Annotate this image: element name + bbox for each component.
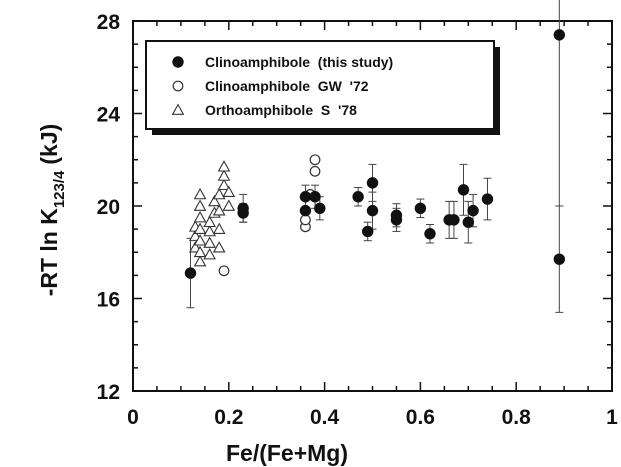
legend-marker bbox=[172, 80, 184, 92]
legend-marker bbox=[171, 103, 185, 115]
data-point bbox=[193, 199, 207, 211]
data-point bbox=[212, 204, 226, 216]
data-point bbox=[299, 191, 312, 203]
data-point bbox=[366, 204, 379, 217]
data-point bbox=[203, 215, 216, 228]
data-point bbox=[362, 225, 374, 238]
data-point bbox=[212, 187, 226, 200]
x-tick-label: 0.6 bbox=[406, 406, 435, 429]
x-tick-label: 0.4 bbox=[310, 406, 340, 429]
data-point bbox=[462, 216, 474, 228]
y-tick-label: 12 bbox=[97, 381, 120, 404]
x-tick-label: 0.8 bbox=[502, 406, 532, 429]
data-point bbox=[193, 234, 207, 246]
data-point bbox=[309, 165, 321, 177]
data-point bbox=[218, 265, 230, 277]
data-point bbox=[222, 185, 236, 197]
y-axis-title-subscript: 123/4 bbox=[51, 170, 68, 208]
legend: Clinoamphibole (this study) Clinoamphibol… bbox=[145, 40, 500, 135]
data-points-layer bbox=[184, 29, 566, 279]
data-point bbox=[193, 254, 207, 267]
data-point bbox=[222, 199, 236, 211]
data-point bbox=[414, 202, 427, 215]
data-point bbox=[184, 267, 197, 279]
data-point bbox=[457, 184, 470, 196]
data-point bbox=[366, 177, 379, 189]
axes-layer bbox=[132, 20, 613, 392]
data-point bbox=[193, 211, 207, 223]
data-point bbox=[309, 191, 321, 203]
data-point bbox=[237, 202, 249, 215]
data-point bbox=[553, 29, 566, 41]
x-tick-label: 1 bbox=[606, 406, 618, 429]
data-point bbox=[217, 169, 231, 181]
data-point bbox=[299, 204, 312, 217]
data-point bbox=[203, 236, 216, 248]
legend-marker bbox=[172, 56, 184, 68]
x-tick-label: 0 bbox=[127, 406, 139, 429]
data-point bbox=[352, 191, 364, 203]
data-point bbox=[300, 214, 311, 226]
x-tick-label: 0.2 bbox=[214, 406, 243, 429]
legend-label: Clinoamphibole GW '72 bbox=[205, 78, 369, 94]
data-point bbox=[390, 214, 403, 226]
data-point bbox=[212, 222, 226, 234]
y-axis-title: -RT ln K123/4 (kJ) bbox=[36, 124, 68, 297]
tick-labels-layer: 0 0.2 0.4 0.6 0.8 1 12 16 20 24 28 bbox=[97, 11, 619, 429]
data-point bbox=[553, 253, 566, 265]
x-axis-title: Fe/(Fe+Mg) bbox=[226, 440, 348, 466]
y-axis-title-unit: (kJ) bbox=[36, 124, 62, 165]
legend-label: Clinoamphibole (this study) bbox=[205, 54, 393, 70]
legend-label: Orthoamphibole S '78 bbox=[205, 102, 357, 118]
data-point bbox=[193, 222, 207, 234]
data-point bbox=[203, 248, 216, 260]
data-point bbox=[424, 228, 436, 240]
data-point bbox=[212, 241, 226, 253]
y-axis-title-main: -RT ln K bbox=[36, 208, 62, 297]
data-point bbox=[203, 224, 216, 237]
data-point bbox=[193, 187, 207, 200]
data-point bbox=[481, 193, 494, 205]
data-point bbox=[467, 204, 479, 217]
data-point bbox=[309, 154, 321, 166]
legend-box bbox=[145, 40, 495, 130]
y-tick-label: 24 bbox=[97, 104, 121, 127]
y-tick-label: 20 bbox=[97, 196, 120, 219]
y-tick-label: 16 bbox=[97, 289, 120, 312]
data-point bbox=[217, 178, 231, 191]
y-tick-label: 28 bbox=[97, 11, 121, 34]
data-point bbox=[314, 202, 326, 215]
data-point bbox=[448, 214, 460, 226]
data-point bbox=[193, 245, 207, 258]
data-point bbox=[217, 160, 231, 172]
data-point bbox=[208, 194, 221, 207]
